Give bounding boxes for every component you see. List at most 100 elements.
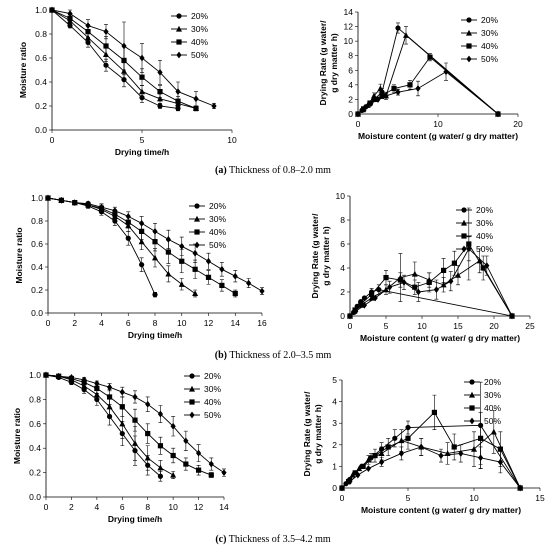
a-mr-point	[121, 42, 127, 50]
b-mr-point	[85, 200, 91, 208]
c-dr-point	[478, 435, 484, 441]
b-mr-legend-label: 50%	[209, 240, 226, 250]
c-mr-point	[81, 376, 87, 384]
c-dr-legend-marker	[469, 391, 475, 398]
c-dr-point	[385, 444, 391, 450]
c-mr-xlabel: Drying time/h	[108, 514, 162, 524]
b-mr-xtick-label: 6	[126, 318, 131, 328]
b-dr-xtick-label: 20	[489, 321, 499, 331]
a-mr-xlabel: Drying time/h	[115, 147, 169, 157]
b-dr-ytick-label: 2	[340, 287, 345, 297]
b-dr-xtick-label: 15	[453, 321, 463, 331]
a-mr-point	[139, 54, 145, 62]
c-mr-point	[157, 464, 164, 471]
c-dr-xtick-label: 5	[406, 493, 411, 503]
c-dr-point	[365, 456, 372, 463]
b-mr-ylabel: Moisture ratio	[14, 227, 24, 283]
b-dr-legend-marker	[461, 245, 467, 253]
b-mr-point	[165, 236, 171, 243]
c-mr-legend-label: 20%	[204, 371, 221, 381]
a-mr-point	[139, 88, 145, 95]
a-dr-legend-marker	[466, 55, 472, 63]
c-mr-point	[132, 417, 138, 423]
b-dr-xtick-label: 5	[384, 321, 389, 331]
b-dr-xlabel: Moisture content (g water/ g dry matter)	[360, 333, 520, 343]
c-dr-point	[398, 450, 404, 457]
b-mr-point	[45, 194, 51, 202]
a-dr-point	[395, 88, 401, 96]
b-dr-xtick-label: 0	[348, 321, 353, 331]
a-dr-point	[443, 68, 449, 76]
c-dr-legend-label: 30%	[484, 390, 501, 400]
a-mr-point	[175, 88, 181, 95]
a-dr-xtick-label: 20	[513, 119, 523, 129]
b-mr-ytick-label: 0.6	[31, 239, 43, 249]
c-mr-xtick-label: 0	[44, 502, 49, 512]
c-dr-point	[339, 484, 345, 492]
a-dr-point	[427, 54, 433, 60]
b-dr-legend-marker	[461, 207, 467, 213]
b-dr-point	[387, 283, 393, 291]
b-mr-point	[219, 282, 225, 288]
caption-c-prefix: (c)	[215, 534, 227, 545]
b-dr-point	[372, 294, 378, 302]
a-dr-point	[415, 85, 421, 92]
b-dr-point	[448, 277, 454, 285]
c-mr-ytick-label: 0.0	[29, 492, 41, 502]
b-mr-legend-marker	[194, 241, 200, 249]
b-mr-point	[205, 274, 212, 280]
a-dr-legend-label: 40%	[481, 41, 498, 51]
b-mr-ytick-label: 0.0	[31, 308, 43, 318]
a-mr-ytick-label: 0.0	[35, 125, 47, 135]
a-mr-point	[67, 15, 73, 21]
b-mr-xtick-label: 12	[204, 318, 214, 328]
a-mr-point	[103, 43, 109, 49]
c-mr-xtick-label: 8	[145, 502, 150, 512]
b-mr-legend-marker	[194, 229, 200, 235]
c-dr-point	[458, 450, 464, 457]
b-mr-point	[152, 239, 158, 245]
b-dr-ylabel: Drying Rate (g water/g dry matter h)	[310, 213, 331, 299]
c-dr-series-50pct	[339, 438, 523, 492]
c-mr-point	[106, 394, 113, 400]
c-dr-point	[451, 444, 457, 450]
c-mr-point	[56, 372, 62, 380]
a-dr-ytick-label: 4	[348, 80, 353, 90]
c-dr-legend-marker	[469, 417, 475, 425]
c-mr-point	[132, 440, 138, 446]
b-mr-point	[232, 290, 238, 297]
c-mr-legend-label: 30%	[204, 384, 221, 394]
b-dr-point	[433, 286, 439, 293]
b-dr-point	[415, 288, 421, 296]
b-dr-point	[369, 291, 375, 297]
c-mr-point	[183, 461, 189, 467]
c-mr-point	[157, 443, 164, 449]
b-mr-point	[139, 262, 145, 268]
c-mr-legend-marker	[189, 373, 195, 379]
c-mr-point	[119, 404, 125, 410]
b-mr-point	[72, 199, 78, 206]
b-dr-xtick-label: 10	[417, 321, 427, 331]
c-dr-xtick-label: 0	[340, 493, 345, 503]
a-mr-ytick-label: 0.2	[35, 101, 47, 111]
c-dr-point	[378, 450, 385, 457]
b-dr-point	[426, 279, 432, 285]
caption-c-text: Thickness of 3.5–4.2 mm	[228, 534, 331, 545]
b-dr-point	[353, 307, 359, 315]
c-dr-point	[497, 458, 503, 466]
caption-b-text: Thickness of 2.0–3.5 mm	[229, 350, 332, 361]
a-dr-point	[495, 110, 501, 118]
a-mr-xtick-label: 10	[227, 135, 237, 145]
c-mr-point	[119, 388, 125, 396]
b-mr-point	[232, 272, 238, 280]
b-dr-legend-label: 50%	[476, 244, 493, 254]
c-mr-legend-marker	[189, 385, 195, 392]
c-mr-xtick-label: 10	[168, 502, 178, 512]
b-dr-point	[383, 275, 389, 281]
a-mr-legend-label: 20%	[191, 11, 208, 21]
a-mr-legend-label: 30%	[191, 24, 208, 34]
